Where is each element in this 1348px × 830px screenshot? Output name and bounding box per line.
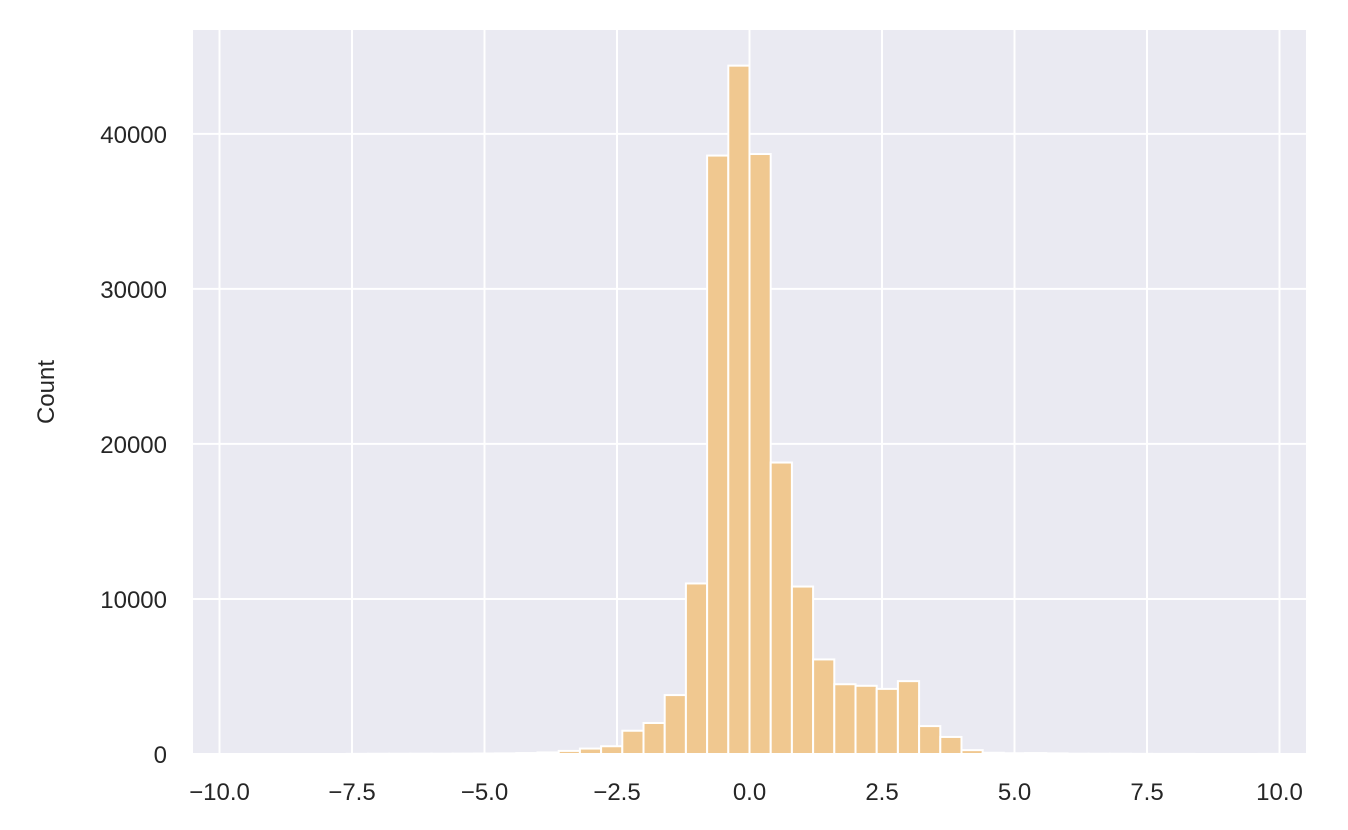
histogram-bar (642, 721, 666, 756)
histogram-bar (515, 752, 539, 756)
x-tick-label: 10.0 (1256, 779, 1303, 806)
histogram-bar (960, 749, 984, 756)
histogram-bar (981, 751, 1005, 756)
histogram-bar (812, 658, 836, 756)
histogram-bar (663, 694, 687, 755)
histogram-bar (1002, 752, 1027, 756)
histogram-bar (939, 735, 963, 756)
histogram-bar (748, 153, 772, 755)
y-tick-label: 40000 (100, 122, 167, 149)
histogram-bar (727, 64, 751, 755)
x-tick-label: −10.0 (189, 779, 250, 806)
histogram-bar (621, 729, 645, 755)
histogram-bar (854, 684, 878, 756)
y-tick-label: 20000 (100, 432, 167, 459)
x-tick-label: −7.5 (328, 779, 375, 806)
y-tick-label: 10000 (100, 587, 167, 614)
histogram-bar (875, 687, 899, 756)
histogram-bar (918, 725, 942, 756)
histogram-bars (345, 64, 1281, 756)
x-tick-label: 5.0 (998, 779, 1031, 806)
histogram-bar (684, 582, 709, 755)
x-tick-label: −2.5 (593, 779, 640, 806)
histogram-bar (790, 585, 815, 755)
histogram-bar (600, 745, 624, 756)
histogram-bar (494, 752, 518, 756)
histogram-bar (557, 749, 581, 755)
y-tick-label: 30000 (100, 277, 167, 304)
y-tick-label: 0 (154, 742, 167, 769)
histogram-bar (536, 751, 560, 756)
y-axis-ticks: 0 10000 20000 30000 40000 (100, 122, 167, 769)
x-axis-ticks: −10.0 −7.5 −5.0 −2.5 0.0 2.5 5.0 7.5 10.0 (189, 779, 1303, 806)
histogram-bar (769, 461, 793, 755)
x-tick-label: −5.0 (461, 779, 508, 806)
x-tick-label: 2.5 (865, 779, 898, 806)
histogram-bar (1024, 752, 1048, 756)
x-tick-label: 0.0 (733, 779, 766, 806)
histogram-bar (896, 680, 921, 755)
histogram-bar (1045, 752, 1069, 756)
x-tick-label: 7.5 (1130, 779, 1163, 806)
histogram-bar (833, 683, 857, 755)
y-axis-label: Count (33, 360, 60, 424)
histogram-bar (706, 154, 730, 756)
histogram-bar (578, 747, 603, 755)
